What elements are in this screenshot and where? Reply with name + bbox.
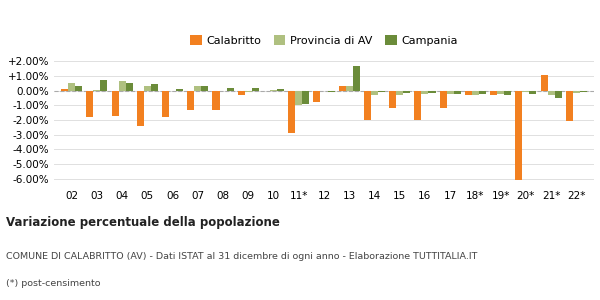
Bar xyxy=(227,88,233,91)
Bar xyxy=(86,91,94,117)
Bar xyxy=(277,89,284,91)
Bar xyxy=(263,91,270,92)
Bar xyxy=(403,91,410,93)
Bar xyxy=(421,91,428,94)
Bar xyxy=(428,91,436,93)
Bar xyxy=(396,91,403,95)
Bar xyxy=(548,91,554,95)
Bar xyxy=(554,91,562,98)
Bar xyxy=(440,91,446,108)
Bar xyxy=(212,91,220,110)
Bar xyxy=(328,91,335,92)
Bar xyxy=(490,91,497,95)
Bar xyxy=(94,90,100,91)
Bar xyxy=(295,91,302,105)
Bar xyxy=(220,91,227,92)
Bar xyxy=(176,89,183,91)
Bar xyxy=(252,88,259,91)
Bar xyxy=(541,75,548,91)
Bar xyxy=(125,82,133,91)
Bar xyxy=(472,91,479,95)
Bar xyxy=(580,91,587,92)
Bar xyxy=(454,91,461,94)
Bar xyxy=(465,91,472,95)
Bar xyxy=(100,80,107,91)
Bar xyxy=(68,82,75,91)
Bar xyxy=(288,91,295,133)
Bar xyxy=(389,91,396,108)
Bar xyxy=(187,91,194,110)
Bar xyxy=(320,91,328,92)
Bar xyxy=(523,91,529,92)
Text: COMUNE DI CALABRITTO (AV) - Dati ISTAT al 31 dicembre di ogni anno - Elaborazion: COMUNE DI CALABRITTO (AV) - Dati ISTAT a… xyxy=(6,252,478,261)
Bar xyxy=(61,89,68,91)
Bar xyxy=(238,91,245,95)
Bar xyxy=(144,85,151,91)
Bar xyxy=(194,86,202,91)
Bar xyxy=(75,86,82,91)
Bar xyxy=(504,91,511,95)
Bar xyxy=(112,91,119,116)
Bar xyxy=(446,91,454,94)
Bar xyxy=(245,91,252,92)
Bar xyxy=(313,91,320,102)
Bar xyxy=(415,91,421,120)
Legend: Calabritto, Provincia di AV, Campania: Calabritto, Provincia di AV, Campania xyxy=(186,31,462,50)
Bar xyxy=(371,91,378,95)
Bar xyxy=(378,91,385,92)
Bar xyxy=(566,91,573,122)
Bar xyxy=(364,91,371,120)
Text: (*) post-censimento: (*) post-censimento xyxy=(6,279,101,288)
Bar xyxy=(353,66,360,91)
Bar xyxy=(346,86,353,91)
Bar xyxy=(302,91,310,104)
Bar xyxy=(169,91,176,92)
Bar xyxy=(529,91,536,94)
Bar xyxy=(202,85,208,91)
Bar xyxy=(497,91,504,94)
Bar xyxy=(338,85,346,91)
Bar xyxy=(137,91,144,126)
Bar xyxy=(515,91,523,180)
Bar xyxy=(162,91,169,117)
Text: Variazione percentuale della popolazione: Variazione percentuale della popolazione xyxy=(6,216,280,229)
Bar xyxy=(573,91,580,93)
Bar xyxy=(479,91,486,94)
Bar xyxy=(151,84,158,91)
Bar xyxy=(119,81,125,91)
Bar xyxy=(270,90,277,91)
